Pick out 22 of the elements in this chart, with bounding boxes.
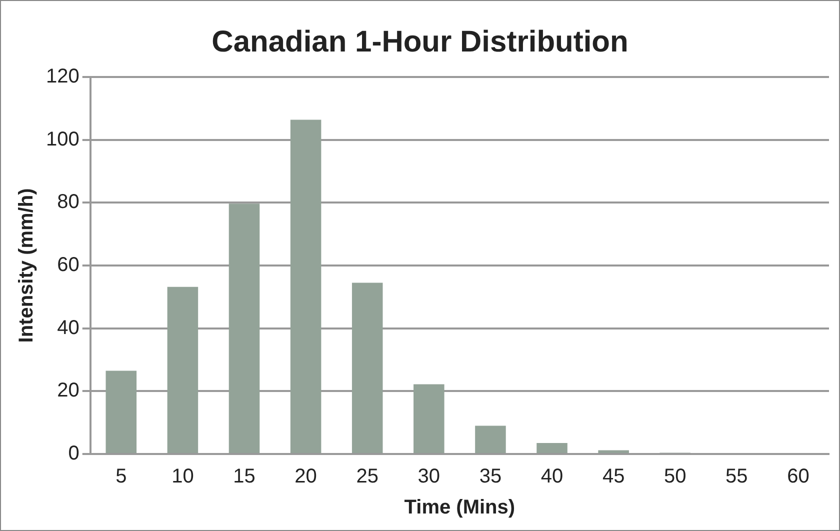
- y-tick-label: 40: [57, 316, 80, 339]
- x-tick-label: 5: [116, 466, 127, 488]
- x-tick-label: 20: [294, 466, 317, 488]
- chart-title: Canadian 1-Hour Distribution: [212, 25, 628, 58]
- x-tick-label: 15: [233, 466, 256, 488]
- x-tick-label: 10: [172, 466, 194, 488]
- x-tick-label: 30: [418, 466, 440, 488]
- y-tick-label: 80: [57, 191, 80, 214]
- x-tick-label: 45: [602, 466, 625, 488]
- y-tick-label: 60: [57, 254, 80, 276]
- y-tick-label: 120: [46, 66, 80, 88]
- x-tick-label: 40: [540, 466, 564, 488]
- x-tick-label: 60: [787, 466, 810, 488]
- y-axis-title: Intensity (mm/h): [16, 188, 38, 343]
- y-tick-label: 20: [57, 380, 80, 402]
- x-axis-title: Time (Mins): [404, 496, 516, 519]
- y-tick-label: 0: [68, 442, 80, 465]
- x-tick-label: 55: [726, 466, 748, 488]
- x-tick-label: 50: [664, 466, 686, 488]
- x-tick-label: 35: [479, 466, 502, 488]
- x-tick-label: 25: [356, 466, 378, 488]
- y-tick-label: 100: [46, 128, 80, 150]
